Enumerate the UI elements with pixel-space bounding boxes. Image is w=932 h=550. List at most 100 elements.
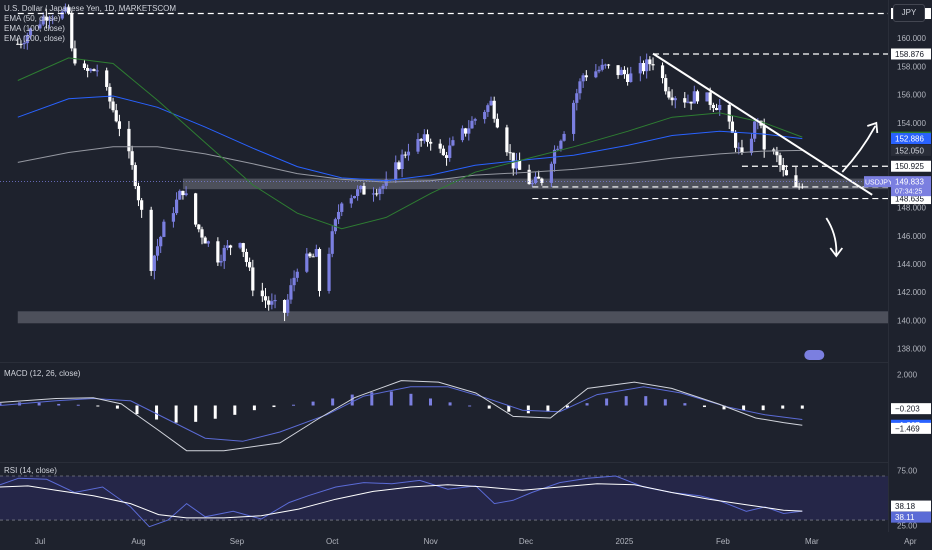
- macd-histogram-bar: [311, 401, 315, 406]
- macd-value-label-bg: [891, 422, 931, 434]
- macd-histogram-bar: [644, 396, 648, 406]
- candle-body: [467, 128, 471, 134]
- rsi-pane: [0, 475, 888, 528]
- candle-body: [460, 128, 465, 141]
- level-price-label: 148.635: [895, 195, 924, 204]
- candle-body: [178, 190, 182, 200]
- ema100-legend[interactable]: EMA (100, close): [4, 24, 65, 33]
- candle-body: [336, 211, 341, 220]
- candle-body: [238, 243, 242, 248]
- price-tick-label: 142.000: [897, 288, 926, 297]
- candle-body: [108, 86, 112, 102]
- candle-body: [483, 111, 487, 120]
- price-tick-label: 160.000: [897, 34, 926, 43]
- candle-body: [451, 140, 455, 146]
- candle-body: [359, 185, 363, 190]
- candle-body: [781, 165, 785, 171]
- candle-body: [352, 196, 357, 199]
- time-tick-label: 2025: [616, 537, 634, 546]
- candle-body: [317, 249, 322, 291]
- candle-body: [645, 59, 649, 72]
- candle-body: [505, 127, 509, 153]
- macd-tick-label: 2.000: [897, 370, 918, 379]
- candle-body: [616, 65, 620, 76]
- candle-body: [606, 64, 611, 66]
- macd-histogram-bar: [702, 405, 706, 408]
- macd-histogram-bar: [585, 403, 589, 406]
- candle-body: [508, 152, 512, 154]
- candle-body: [406, 151, 411, 156]
- candle-body: [775, 151, 779, 156]
- price-tick-label: 146.000: [897, 232, 926, 241]
- candle-body: [159, 236, 163, 247]
- rsi-value-label: 38.18: [895, 502, 916, 511]
- candle-body: [559, 140, 563, 149]
- ema-price-label: 152.050: [895, 146, 924, 155]
- candle-body: [86, 67, 90, 71]
- candle-body: [594, 71, 598, 78]
- candle-body: [251, 267, 255, 291]
- ema200-legend[interactable]: EMA (200, close): [4, 34, 65, 43]
- macd-histogram-bar: [37, 402, 41, 406]
- macd-histogram-bar: [233, 405, 237, 415]
- ema-price-label-bg: [891, 133, 931, 145]
- last-price-label: 149.833: [895, 178, 924, 187]
- candle-body: [718, 104, 722, 111]
- candle-body: [222, 247, 226, 262]
- candle-body: [38, 24, 42, 29]
- candle-body: [203, 237, 207, 244]
- candle-body: [66, 7, 71, 14]
- price-tick-label: 156.000: [897, 91, 926, 100]
- candle-body: [219, 261, 223, 263]
- down-arrow-icon: [825, 217, 838, 256]
- macd-histogram-bar: [663, 399, 667, 406]
- candle-body: [626, 74, 630, 82]
- level-price-label-bg: [891, 193, 931, 205]
- candle-body: [537, 176, 541, 179]
- candle-body: [734, 132, 738, 148]
- candle-body: [292, 277, 296, 286]
- candle-body: [362, 185, 366, 195]
- candle-body: [41, 16, 45, 25]
- candle-body: [174, 199, 179, 214]
- macd-histogram-bar: [0, 403, 2, 406]
- candle-body: [737, 147, 741, 149]
- last-price-symbol-bg: [864, 176, 891, 188]
- candle-body: [375, 193, 379, 195]
- candle-body: [289, 285, 293, 300]
- candle-body: [308, 253, 312, 257]
- macd-histogram-bar: [331, 398, 335, 406]
- macd-histogram-bar: [252, 405, 256, 411]
- macd-histogram-bar: [526, 405, 530, 414]
- support-zone: [17, 311, 889, 324]
- rsi-value-label-bg: [891, 511, 931, 523]
- candle-body: [514, 160, 519, 169]
- candle-body: [660, 65, 665, 79]
- time-tick-label: Mar: [805, 537, 819, 546]
- down-arrow-icon-head: [829, 247, 844, 258]
- rsi-legend[interactable]: RSI (14, close): [4, 466, 57, 475]
- candle-body: [464, 128, 468, 134]
- candle-body: [416, 139, 420, 152]
- time-tick-label: Feb: [716, 537, 730, 546]
- macd-legend[interactable]: MACD (12, 26, close): [4, 369, 81, 378]
- candle-body: [181, 190, 185, 196]
- candle-body: [692, 91, 696, 104]
- candle-body: [533, 176, 538, 184]
- candle-body: [200, 229, 204, 238]
- currency-button[interactable]: JPY: [893, 4, 925, 22]
- up-arrow-icon-head: [867, 121, 879, 134]
- candle-body: [19, 43, 23, 45]
- macd-value-label-bg: [891, 403, 931, 415]
- ema50-legend[interactable]: EMA (50, close): [4, 14, 61, 23]
- candle-body: [378, 188, 382, 195]
- candle-body: [73, 48, 77, 64]
- candle-body: [444, 155, 449, 158]
- macd-histogram-bar: [742, 405, 746, 411]
- candle-body: [689, 101, 693, 104]
- macd-value-label: −0.203: [895, 405, 920, 414]
- ema50-line: [17, 57, 803, 230]
- candle-body: [327, 253, 331, 291]
- candle-body: [197, 224, 201, 230]
